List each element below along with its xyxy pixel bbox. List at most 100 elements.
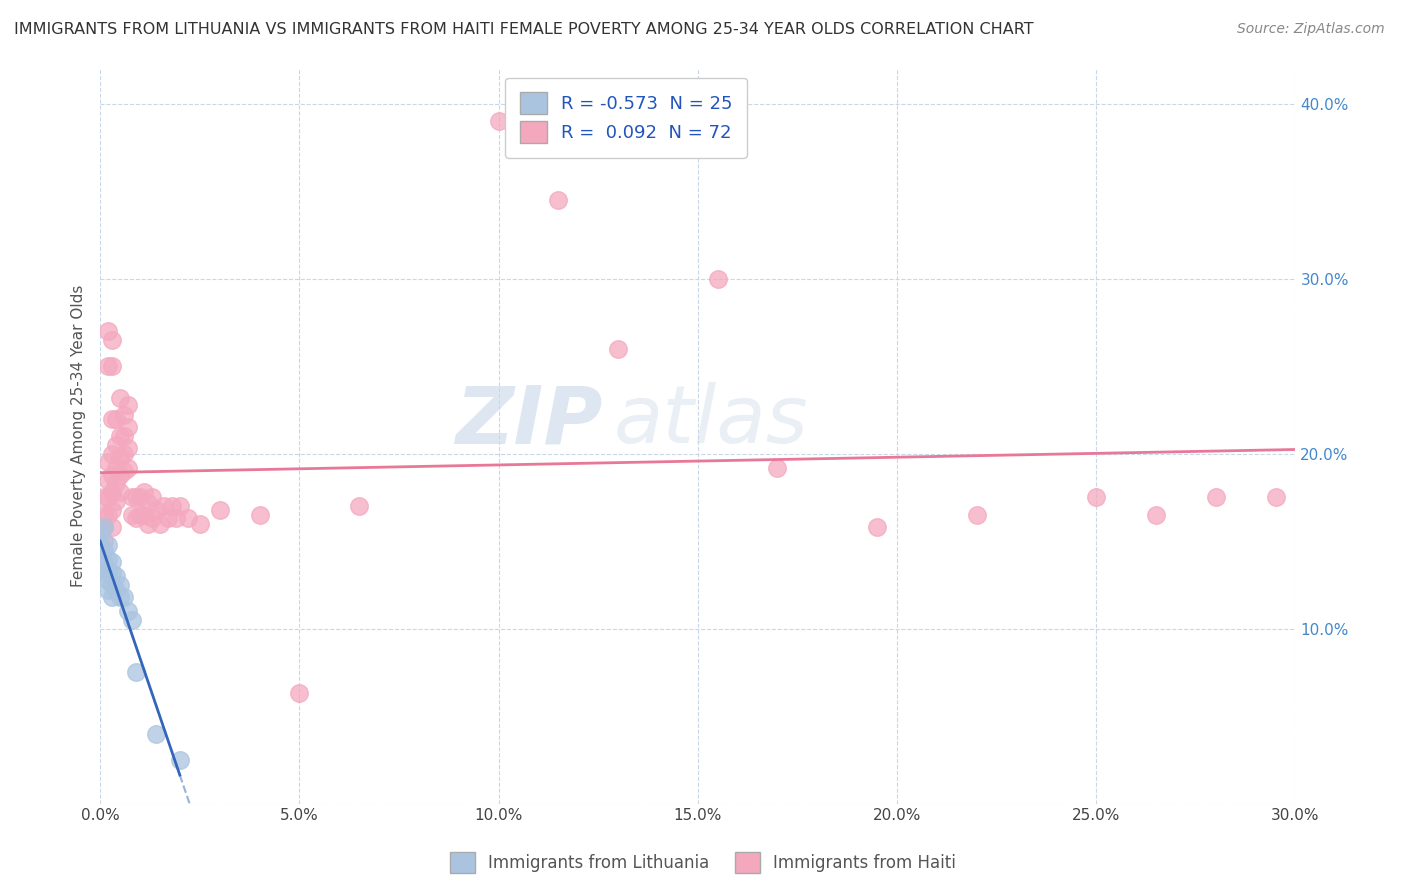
Point bbox=[125, 491, 148, 505]
Point bbox=[112, 429, 135, 443]
Point bbox=[117, 398, 139, 412]
Point bbox=[105, 569, 128, 583]
Point bbox=[101, 485, 124, 500]
Point bbox=[121, 491, 143, 505]
Point bbox=[188, 516, 211, 531]
Point bbox=[97, 455, 120, 469]
Point bbox=[966, 508, 988, 522]
Point bbox=[165, 511, 187, 525]
Point bbox=[105, 438, 128, 452]
Point bbox=[105, 493, 128, 508]
Point bbox=[101, 578, 124, 592]
Point bbox=[141, 491, 163, 505]
Point bbox=[141, 511, 163, 525]
Point bbox=[93, 555, 115, 569]
Point bbox=[706, 271, 728, 285]
Point bbox=[105, 460, 128, 475]
Point bbox=[160, 499, 183, 513]
Point bbox=[89, 525, 111, 540]
Point bbox=[208, 502, 231, 516]
Point bbox=[93, 520, 115, 534]
Point bbox=[607, 342, 630, 356]
Point bbox=[101, 555, 124, 569]
Point bbox=[101, 590, 124, 604]
Point bbox=[93, 491, 115, 505]
Point bbox=[97, 359, 120, 373]
Point bbox=[108, 578, 131, 592]
Point bbox=[97, 564, 120, 578]
Point bbox=[97, 508, 120, 522]
Point bbox=[117, 604, 139, 618]
Point bbox=[93, 542, 115, 557]
Text: ZIP: ZIP bbox=[454, 383, 602, 460]
Point bbox=[125, 511, 148, 525]
Point bbox=[97, 538, 120, 552]
Point bbox=[145, 502, 167, 516]
Point bbox=[101, 520, 124, 534]
Point bbox=[93, 566, 115, 580]
Point bbox=[89, 538, 111, 552]
Point bbox=[101, 359, 124, 373]
Point bbox=[112, 408, 135, 422]
Y-axis label: Female Poverty Among 25-34 Year Olds: Female Poverty Among 25-34 Year Olds bbox=[72, 285, 86, 587]
Point bbox=[97, 324, 120, 338]
Point bbox=[145, 726, 167, 740]
Point bbox=[97, 491, 120, 505]
Point bbox=[129, 491, 152, 505]
Point bbox=[129, 508, 152, 522]
Point bbox=[101, 333, 124, 347]
Point bbox=[117, 420, 139, 434]
Point bbox=[97, 583, 120, 598]
Point bbox=[101, 566, 124, 580]
Point bbox=[177, 511, 200, 525]
Point bbox=[93, 534, 115, 549]
Point bbox=[153, 499, 176, 513]
Point bbox=[93, 520, 115, 534]
Point bbox=[112, 590, 135, 604]
Text: IMMIGRANTS FROM LITHUANIA VS IMMIGRANTS FROM HAITI FEMALE POVERTY AMONG 25-34 YE: IMMIGRANTS FROM LITHUANIA VS IMMIGRANTS … bbox=[14, 22, 1033, 37]
Point bbox=[117, 442, 139, 456]
Point bbox=[108, 467, 131, 482]
Legend: Immigrants from Lithuania, Immigrants from Haiti: Immigrants from Lithuania, Immigrants fr… bbox=[443, 846, 963, 880]
Point bbox=[121, 613, 143, 627]
Point bbox=[93, 508, 115, 522]
Point bbox=[108, 450, 131, 464]
Legend: R = -0.573  N = 25, R =  0.092  N = 72: R = -0.573 N = 25, R = 0.092 N = 72 bbox=[505, 78, 747, 158]
Point bbox=[97, 551, 120, 566]
Point bbox=[105, 411, 128, 425]
Point bbox=[108, 429, 131, 443]
Point bbox=[101, 446, 124, 460]
Point bbox=[101, 411, 124, 425]
Point bbox=[97, 573, 120, 587]
Point bbox=[1144, 508, 1167, 522]
Text: atlas: atlas bbox=[614, 383, 808, 460]
Point bbox=[1085, 491, 1108, 505]
Point bbox=[1205, 491, 1227, 505]
Point bbox=[121, 508, 143, 522]
Point bbox=[101, 467, 124, 482]
Point bbox=[766, 460, 789, 475]
Point bbox=[105, 583, 128, 598]
Point bbox=[108, 391, 131, 405]
Point bbox=[97, 473, 120, 487]
Point bbox=[866, 520, 889, 534]
Point bbox=[149, 516, 172, 531]
Point bbox=[169, 499, 191, 513]
Point bbox=[136, 495, 159, 509]
Point bbox=[105, 476, 128, 491]
Point bbox=[108, 485, 131, 500]
Point bbox=[125, 665, 148, 680]
Point bbox=[547, 193, 569, 207]
Point bbox=[112, 464, 135, 478]
Point bbox=[156, 511, 179, 525]
Point bbox=[117, 460, 139, 475]
Point bbox=[132, 508, 155, 522]
Point bbox=[249, 508, 271, 522]
Point bbox=[136, 516, 159, 531]
Text: Source: ZipAtlas.com: Source: ZipAtlas.com bbox=[1237, 22, 1385, 37]
Point bbox=[112, 446, 135, 460]
Point bbox=[288, 686, 311, 700]
Point bbox=[488, 114, 510, 128]
Point bbox=[101, 502, 124, 516]
Point bbox=[1264, 491, 1286, 505]
